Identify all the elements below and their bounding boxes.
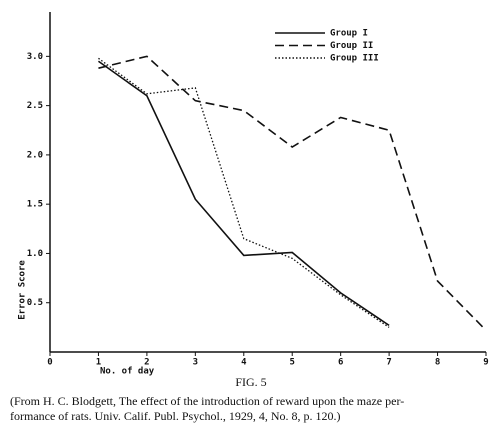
caption-line: (From H. C. Blodgett, The effect of the … [10,394,404,408]
data-line [98,57,390,328]
legend-label: Group III [330,54,379,64]
y-tick-label: 1.5 [27,200,43,210]
x-tick-label: 2 [144,358,149,368]
data-line [98,55,487,331]
x-tick-label: 8 [435,358,440,368]
x-tick-label: 6 [338,358,343,368]
legend-label: Group II [330,41,373,51]
x-tick-label: 4 [241,358,247,368]
x-tick-label: 3 [193,358,198,368]
x-tick-label: 0 [47,358,52,368]
x-tick-label: 7 [386,358,391,368]
x-tick-label: 9 [483,358,488,368]
y-tick-label: 3.0 [27,52,43,62]
caption-line: formance of rats. Univ. Calif. Publ. Psy… [10,409,341,423]
y-tick-label: 1.0 [27,249,43,259]
legend-label: Group I [330,29,368,39]
x-axis-label: No. of day [100,367,155,377]
y-tick-label: 2.5 [27,101,43,111]
y-tick-label: 2.0 [27,150,43,160]
x-tick-label: 1 [96,358,101,368]
x-tick-label: 5 [290,358,295,368]
y-tick-label: 0.5 [27,298,43,308]
data-line [97,60,390,327]
figure-label: FIG. 5 [235,375,266,389]
y-axis-label: Error Score [18,260,28,320]
